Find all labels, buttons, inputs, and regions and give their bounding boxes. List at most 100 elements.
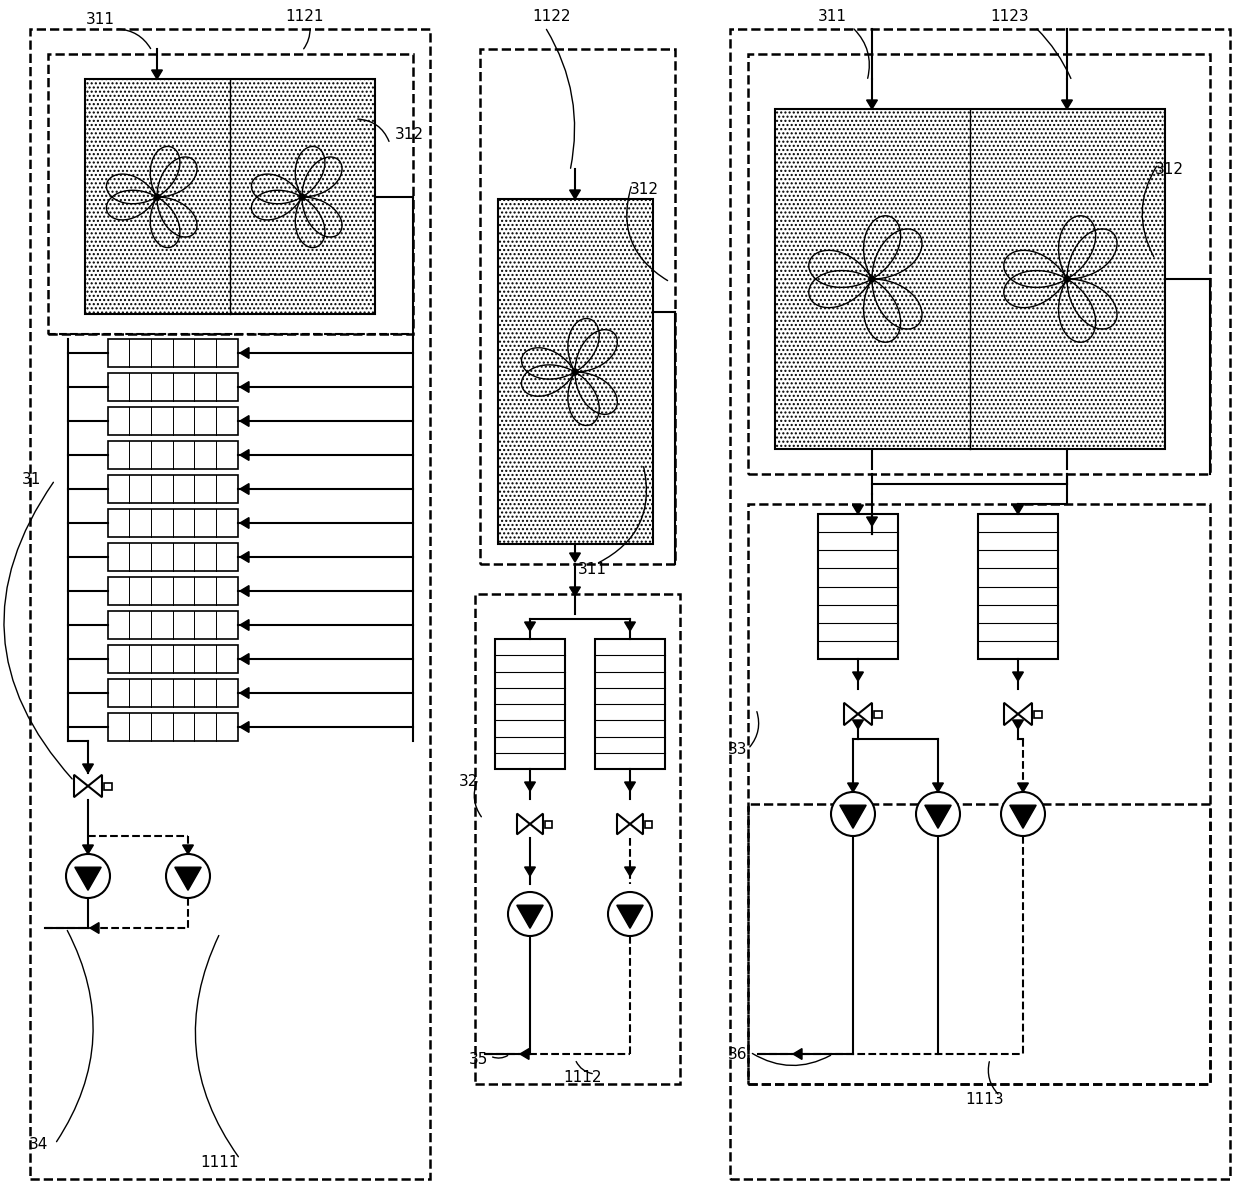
Polygon shape	[1013, 672, 1023, 681]
Bar	[748, 54, 1210, 474]
Circle shape	[154, 194, 160, 200]
Bar	[108, 610, 238, 639]
Text: 31: 31	[22, 472, 41, 486]
Bar	[1034, 710, 1042, 719]
Bar	[30, 29, 430, 1179]
Bar	[108, 713, 238, 740]
Circle shape	[166, 854, 210, 898]
Bar	[818, 514, 898, 659]
Polygon shape	[1018, 783, 1028, 792]
Polygon shape	[525, 867, 536, 877]
Polygon shape	[241, 415, 249, 426]
Polygon shape	[83, 845, 93, 854]
Bar	[108, 373, 238, 401]
Bar	[730, 29, 1230, 1179]
Polygon shape	[839, 805, 867, 828]
Text: 1123: 1123	[991, 8, 1029, 24]
Polygon shape	[241, 551, 249, 562]
Polygon shape	[1013, 720, 1023, 728]
Circle shape	[572, 368, 578, 374]
Bar	[645, 821, 652, 828]
Polygon shape	[241, 620, 249, 631]
Bar	[978, 514, 1058, 659]
Text: 35: 35	[469, 1052, 487, 1067]
Circle shape	[299, 194, 305, 200]
Polygon shape	[241, 382, 249, 393]
Bar	[108, 476, 238, 503]
Bar	[475, 594, 680, 1084]
Polygon shape	[241, 348, 249, 359]
Text: 1121: 1121	[285, 8, 324, 24]
Bar	[748, 804, 1210, 1084]
Polygon shape	[241, 654, 249, 665]
Polygon shape	[517, 905, 543, 928]
Polygon shape	[618, 814, 630, 834]
Bar	[108, 509, 238, 537]
Polygon shape	[853, 504, 863, 514]
Polygon shape	[182, 845, 193, 854]
Bar	[595, 639, 665, 769]
Circle shape	[916, 792, 960, 836]
Bar	[495, 639, 565, 769]
Polygon shape	[83, 765, 93, 773]
Polygon shape	[794, 1049, 802, 1060]
Circle shape	[869, 276, 875, 282]
Polygon shape	[525, 622, 536, 631]
Bar	[86, 79, 374, 314]
Bar	[775, 110, 1166, 449]
Text: 1112: 1112	[564, 1070, 603, 1085]
Polygon shape	[569, 553, 580, 562]
Polygon shape	[88, 775, 102, 797]
Polygon shape	[74, 867, 102, 890]
Bar	[108, 543, 238, 571]
Polygon shape	[1018, 703, 1032, 725]
Bar	[108, 441, 238, 470]
Polygon shape	[241, 687, 249, 698]
Polygon shape	[569, 588, 580, 596]
Text: 312: 312	[630, 182, 658, 197]
Polygon shape	[630, 814, 644, 834]
Text: 311: 311	[817, 8, 847, 24]
Polygon shape	[625, 783, 635, 791]
Circle shape	[831, 792, 875, 836]
Polygon shape	[625, 867, 635, 877]
Polygon shape	[241, 484, 249, 495]
Polygon shape	[1009, 805, 1037, 828]
Circle shape	[1001, 792, 1045, 836]
Bar	[748, 504, 1210, 1084]
Polygon shape	[175, 867, 201, 890]
Bar	[546, 821, 552, 828]
Bar	[104, 783, 112, 790]
Polygon shape	[848, 783, 858, 792]
Text: 311: 311	[578, 562, 606, 577]
Circle shape	[66, 854, 110, 898]
Bar	[874, 710, 882, 719]
Polygon shape	[1013, 504, 1023, 514]
Polygon shape	[525, 783, 536, 791]
Polygon shape	[529, 814, 543, 834]
Polygon shape	[241, 585, 249, 596]
Polygon shape	[853, 720, 863, 728]
Circle shape	[608, 892, 652, 936]
Bar	[48, 54, 413, 334]
Bar	[480, 49, 675, 563]
Bar	[108, 577, 238, 604]
Text: 1113: 1113	[966, 1092, 1004, 1106]
Text: 312: 312	[396, 126, 424, 142]
Polygon shape	[1061, 100, 1073, 110]
Bar	[108, 407, 238, 435]
Bar	[498, 199, 653, 544]
Polygon shape	[1004, 703, 1018, 725]
Polygon shape	[625, 622, 635, 631]
Polygon shape	[91, 922, 99, 933]
Polygon shape	[151, 70, 162, 79]
Polygon shape	[858, 703, 872, 725]
Polygon shape	[616, 905, 644, 928]
Bar	[108, 340, 238, 367]
Polygon shape	[925, 805, 951, 828]
Polygon shape	[517, 814, 529, 834]
Text: 34: 34	[29, 1137, 47, 1152]
Polygon shape	[867, 100, 878, 110]
Polygon shape	[844, 703, 858, 725]
Text: 311: 311	[86, 12, 114, 26]
